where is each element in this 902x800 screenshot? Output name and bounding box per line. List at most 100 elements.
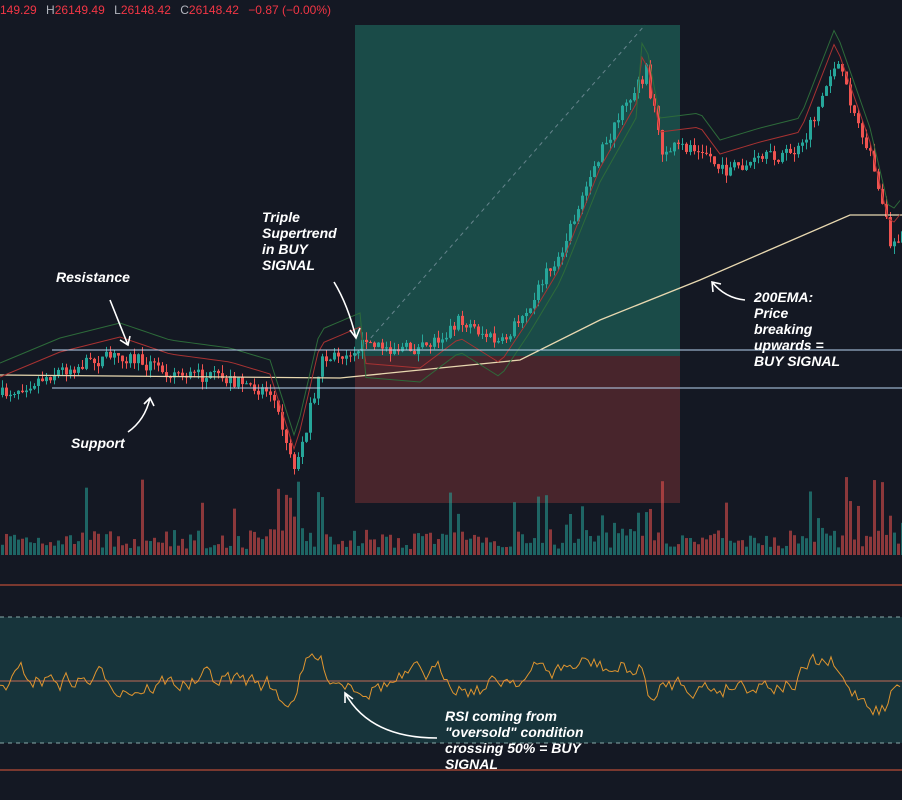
- volume-bar: [309, 532, 312, 555]
- volume-bar: [577, 538, 580, 555]
- loss-zone: [355, 356, 680, 503]
- volume-bar: [177, 545, 180, 555]
- candle-body: [457, 315, 460, 330]
- volume-bar: [665, 543, 668, 555]
- candle-body: [221, 373, 224, 379]
- volume-bar: [53, 545, 56, 555]
- volume-bar: [129, 547, 132, 555]
- candle-body: [489, 333, 492, 338]
- candle-body: [497, 340, 500, 343]
- volume-bar: [361, 543, 364, 555]
- candle-body: [641, 79, 644, 84]
- volume-bar: [329, 536, 332, 555]
- volume-bar: [521, 534, 524, 555]
- target-line: [354, 24, 646, 357]
- volume-bar: [661, 481, 664, 555]
- volume-bar: [317, 492, 320, 555]
- candle-body: [329, 359, 332, 362]
- candle-body: [865, 137, 868, 149]
- candle-body: [137, 354, 140, 364]
- candle-body: [765, 151, 768, 159]
- volume-bar: [409, 548, 412, 555]
- volume-bar: [365, 529, 368, 555]
- candle-body: [353, 353, 356, 356]
- candle-body: [521, 316, 524, 324]
- candle-body: [349, 355, 352, 357]
- candle-body: [729, 167, 732, 176]
- volume-bar: [489, 542, 492, 555]
- candle-body: [213, 370, 216, 373]
- candle-body: [189, 371, 192, 378]
- volume-bar: [381, 534, 384, 555]
- volume-bar: [285, 494, 288, 555]
- volume-bar: [717, 530, 720, 555]
- candle-body: [65, 367, 68, 375]
- volume-bar: [377, 547, 380, 555]
- volume-bar: [205, 548, 208, 555]
- volume-bar: [345, 546, 348, 555]
- candle-body: [869, 148, 872, 151]
- candle-body: [181, 372, 184, 376]
- candle-body: [389, 347, 392, 354]
- volume-bar: [113, 546, 116, 555]
- volume-bar: [105, 534, 108, 555]
- line: upwards =: [754, 337, 824, 353]
- volume-bar: [121, 545, 124, 555]
- rsi-path: [0, 653, 901, 717]
- volume-bar: [73, 543, 76, 555]
- volume-bar: [809, 491, 812, 555]
- volume-bar: [193, 540, 196, 555]
- volume-bar: [625, 535, 628, 555]
- candle-body: [133, 354, 136, 364]
- candle-body: [173, 372, 176, 378]
- volume-bar: [41, 543, 44, 555]
- line: crossing 50% = BUY: [445, 740, 582, 756]
- volume-bar: [117, 536, 120, 555]
- candle-body: [261, 387, 264, 395]
- candle-body: [853, 105, 856, 114]
- candle-body: [129, 354, 132, 364]
- candle-body: [61, 367, 64, 370]
- volume-bar: [37, 537, 40, 555]
- candle-body: [789, 148, 792, 153]
- candle-body: [425, 342, 428, 346]
- volume-bar: [753, 537, 756, 555]
- candle-body: [433, 337, 436, 347]
- candle-body: [145, 364, 148, 371]
- volume-bar: [473, 534, 476, 555]
- candle-body: [289, 442, 292, 455]
- arrow: [711, 280, 746, 301]
- volume-bar: [125, 543, 128, 555]
- candle-body: [313, 398, 316, 403]
- volume-bar: [845, 477, 848, 555]
- volume-bar: [777, 545, 780, 555]
- candle-body: [205, 378, 208, 382]
- volume-bar: [621, 528, 624, 555]
- volume-bar: [101, 547, 104, 555]
- candle-body: [37, 378, 40, 386]
- supertrend: [0, 43, 901, 451]
- candle-body: [725, 164, 728, 176]
- arrow: [109, 299, 131, 347]
- volume-bar: [677, 544, 680, 555]
- volume-bar: [213, 545, 216, 555]
- volume-bar: [141, 479, 144, 555]
- ema-note: 200EMA: Price breaking upwards = BUY SIG…: [753, 289, 840, 369]
- volume-bar: [397, 538, 400, 555]
- candle-body: [745, 165, 748, 170]
- candle-body: [429, 345, 432, 347]
- support-note: Support: [71, 435, 126, 451]
- volume-bar: [513, 502, 516, 555]
- volume-bar: [65, 536, 68, 555]
- candle-body: [501, 337, 504, 341]
- candle-body: [529, 308, 532, 313]
- candle-body: [537, 284, 540, 300]
- candle-body: [561, 252, 564, 257]
- candle-body: [669, 151, 672, 153]
- candle-body: [421, 342, 424, 348]
- candle-body: [321, 356, 324, 377]
- candle-body: [597, 162, 600, 167]
- candle-body: [293, 454, 296, 469]
- volume-bar: [813, 541, 816, 555]
- rsi-note: RSI coming from "oversold" condition cro…: [445, 708, 587, 772]
